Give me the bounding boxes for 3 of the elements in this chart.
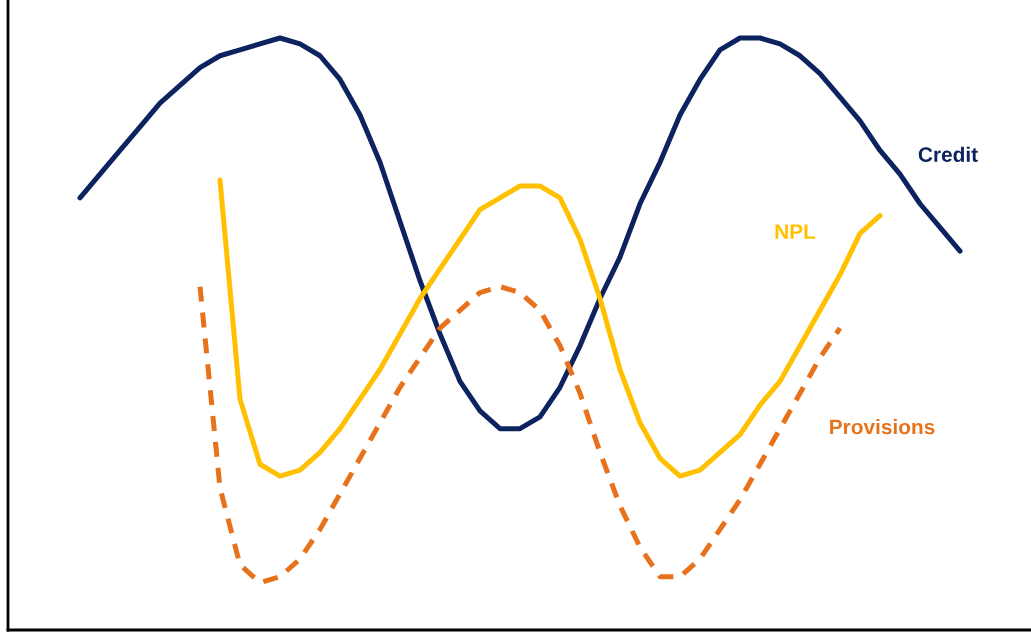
series-label: NPL bbox=[775, 224, 816, 239]
series-label: Credit bbox=[918, 146, 978, 162]
series-label: Provisions bbox=[830, 419, 935, 435]
